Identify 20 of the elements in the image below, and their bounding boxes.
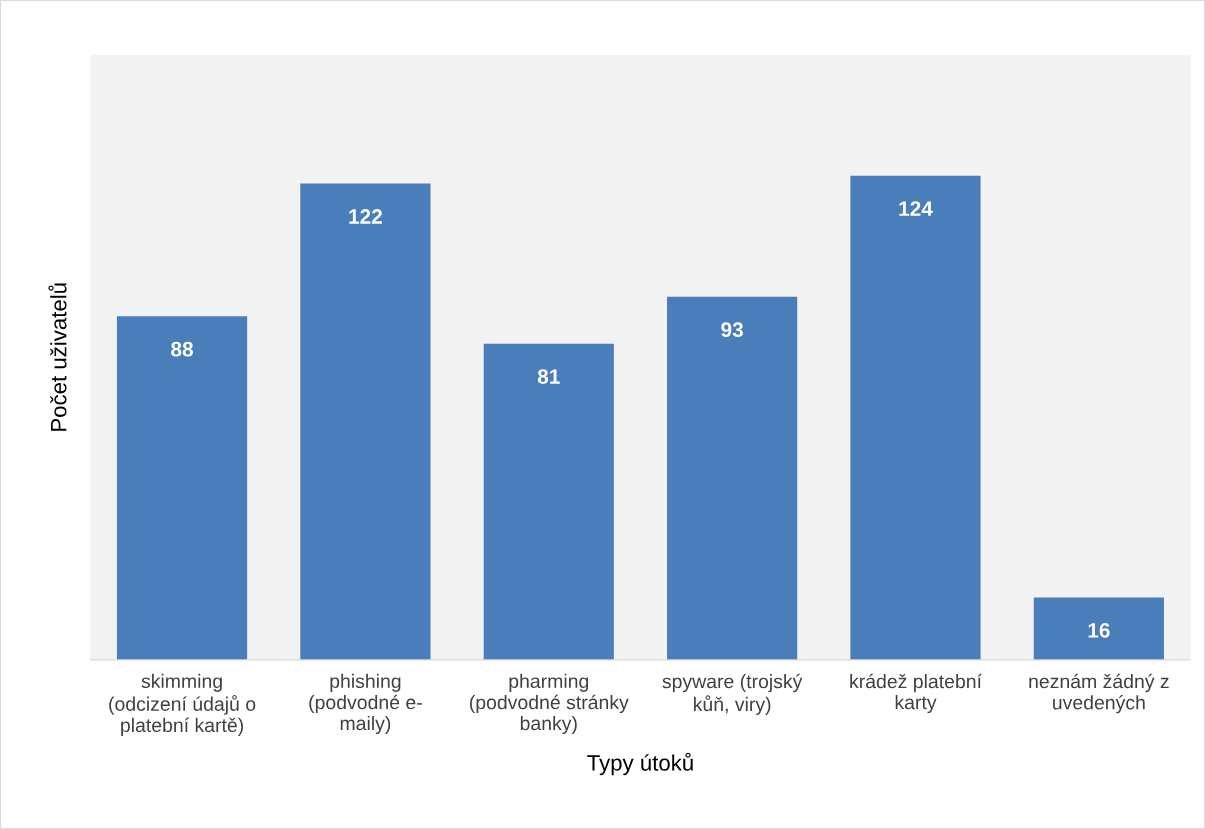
data-label: 16 (1088, 622, 1110, 638)
x-tick-label: neznám žádný z uvedených (1029, 673, 1169, 714)
bar (667, 296, 798, 660)
bar (483, 343, 614, 660)
data-label: 93 (721, 322, 743, 338)
bar (850, 175, 981, 660)
bar (1033, 597, 1164, 660)
x-tick-label: skimming (odcizení údajů o platební kartě) (109, 673, 256, 736)
data-label: 81 (537, 369, 560, 384)
y-axis-title: Počet uživatelů (48, 283, 67, 431)
x-tick-label: phishing (podvodné e- maily) (309, 673, 422, 735)
x-tick-label: spyware (trojský kůň, viry) (662, 673, 803, 715)
x-tick-label: pharming (podvodné stránky banky) (470, 673, 629, 735)
data-label: 122 (349, 209, 382, 224)
bar (300, 183, 431, 660)
bar (116, 316, 248, 660)
x-tick-label: krádež platební karty (850, 673, 982, 714)
data-label: 88 (171, 341, 193, 357)
x-axis-title: Typy útoků (587, 752, 693, 776)
data-label: 124 (899, 201, 933, 216)
